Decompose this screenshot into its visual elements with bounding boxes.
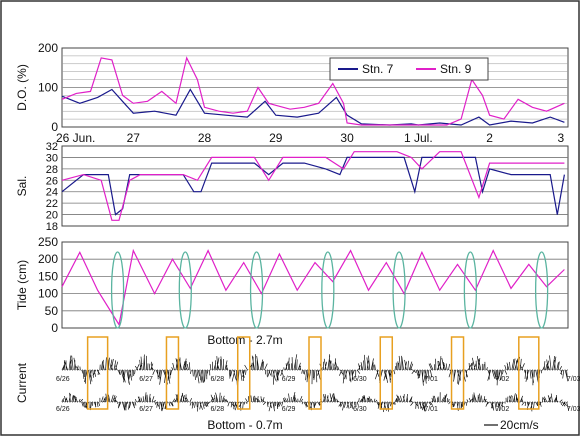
legend: Stn. 7 Stn. 9: [329, 57, 489, 81]
do-xtick-label: 26 Jun.: [56, 131, 95, 145]
lower-date-tick: 7/01: [424, 406, 438, 413]
event-box-6: [450, 336, 465, 410]
upper-date-tick: 6/30: [353, 376, 367, 383]
do-xtick-label: 28: [198, 131, 212, 145]
upper-date-tick: 6/29: [282, 376, 296, 383]
lower-current-vectors: [61, 392, 570, 413]
upper-date-tick: 7/02: [496, 376, 510, 383]
upper-date-tick: 6/27: [139, 376, 153, 383]
tide-ytick-label: 250: [38, 235, 58, 249]
current-bottom-label: Bottom - 0.7m: [207, 418, 282, 432]
upper-date-tick: 7/03: [567, 376, 580, 383]
legend-box: [329, 57, 489, 81]
tide-ytick-label: 150: [38, 269, 58, 283]
do-series-1-line: [61, 88, 565, 126]
do-xtick-label: 1 Jul.: [404, 131, 433, 145]
do-ytick-label: 100: [38, 81, 58, 95]
current-panel: Current Bottom - 2.7m Bottom - 0.7m 20cm/s 6…: [15, 333, 580, 432]
low-tide-highlight-4: [321, 251, 335, 329]
lower-date-tick: 7/03: [567, 406, 580, 413]
sal-ytick-label: 30: [46, 152, 58, 164]
sal-ytick-label: 26: [46, 175, 58, 187]
do-series-2-line: [61, 56, 565, 126]
lower-date-tick: 6/28: [211, 406, 225, 413]
sal-series-2-line: [61, 151, 565, 221]
tide-ytick-label: 100: [38, 287, 58, 301]
legend-label-2: Stn. 9: [440, 62, 472, 76]
do-xtick-label: 27: [127, 131, 141, 145]
low-tide-highlight-2: [178, 251, 192, 329]
upper-date-tick: 6/26: [56, 376, 70, 383]
do-panel: 0 100 200 D.O. (%) 26 Jun. 27 28 29 30 1 Jul. 2 3 St…: [15, 41, 569, 145]
event-box-3: [236, 336, 251, 410]
upper-date-tick: 6/28: [211, 376, 225, 383]
scale-label: 20cm/s: [500, 418, 539, 432]
legend-label-1: Stn. 7: [362, 62, 394, 76]
do-ytick-label: 200: [38, 41, 58, 55]
lower-date-tick: 6/26: [56, 406, 70, 413]
tide-series-1-line: [61, 248, 565, 327]
sal-ytick-label: 24: [46, 187, 58, 199]
lower-date-tick: 6/30: [353, 406, 367, 413]
tide-plot-area: [61, 241, 569, 329]
do-ylabel: D.O. (%): [15, 64, 29, 111]
upper-date-tick: 7/01: [424, 376, 438, 383]
low-tide-highlight-5: [392, 251, 406, 329]
sal-ytick-label: 22: [46, 198, 58, 210]
tide-ytick-label: 0: [51, 321, 58, 335]
tide-ylabel: Tide (cm): [15, 260, 29, 310]
do-xtick-label: 2: [486, 131, 493, 145]
sal-ytick-label: 18: [46, 221, 58, 233]
current-top-label: Bottom - 2.7m: [207, 333, 282, 347]
lower-date-tick: 7/02: [496, 406, 510, 413]
sal-ytick-label: 28: [46, 164, 58, 176]
tide-ytick-label: 50: [45, 304, 59, 318]
do-xtick-label: 29: [269, 131, 283, 145]
sal-ytick-label: 20: [46, 210, 58, 222]
do-ytick-label: 0: [51, 120, 58, 134]
do-xtick-label: 3: [558, 131, 565, 145]
current-ylabel: Current: [15, 362, 29, 403]
event-box-1: [86, 336, 109, 410]
tide-ytick-label: 200: [38, 252, 58, 266]
event-box-7: [518, 336, 540, 410]
event-box-5: [379, 336, 394, 410]
low-tide-highlight-3: [249, 251, 264, 329]
event-box-4: [308, 336, 322, 410]
lower-date-tick: 6/29: [282, 406, 296, 413]
sal-series-1-line: [61, 156, 565, 216]
do-xtick-label: 30: [340, 131, 354, 145]
low-tide-highlight-7: [534, 251, 549, 329]
tide-panel: 0 50 100 150 200 250 Tide (cm): [15, 235, 569, 335]
event-box-2: [165, 336, 180, 410]
low-tide-highlight-1: [110, 251, 125, 329]
sal-ytick-label: 32: [46, 141, 58, 153]
sal-ylabel: Sal.: [15, 176, 29, 197]
lower-date-tick: 6/27: [139, 406, 153, 413]
upper-current-vectors: [61, 354, 569, 386]
low-tide-highlight-6: [463, 251, 478, 329]
